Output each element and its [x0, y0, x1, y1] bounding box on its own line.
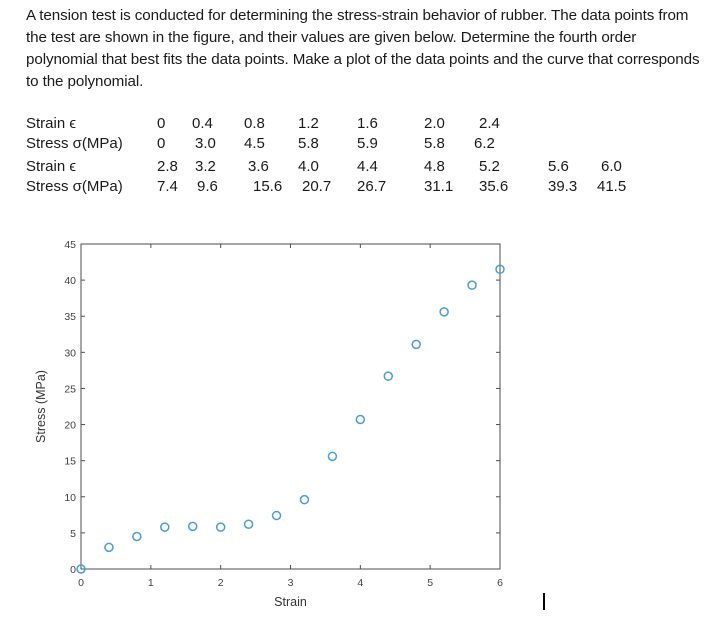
table-cell: 39.3: [548, 178, 578, 195]
y-tick-label: 25: [64, 383, 76, 395]
table-cell: 7.4: [157, 178, 178, 195]
table-cell: 5.6: [548, 158, 569, 175]
data-point-marker: [327, 451, 338, 462]
x-tick-label: 1: [148, 577, 154, 589]
plot-frame: [80, 243, 501, 570]
row-label: Stress σ(MPa): [26, 178, 123, 195]
y-tick-label: 5: [70, 528, 76, 540]
x-tick-label: 2: [218, 577, 224, 589]
y-tick-label: 35: [64, 311, 76, 323]
y-tick-label: 40: [64, 275, 76, 287]
data-point-marker: [187, 521, 198, 532]
y-tick-label: 45: [64, 239, 76, 251]
table-cell: 41.5: [597, 178, 627, 195]
table-cell: 2.0: [424, 115, 445, 132]
text-cursor: [543, 593, 545, 610]
table-cell: 1.6: [357, 115, 378, 132]
row-label: Strain ϵ: [26, 115, 76, 132]
data-point-marker: [495, 264, 505, 275]
x-axis-label: Strain: [274, 595, 307, 609]
table-cell: 5.8: [298, 135, 319, 152]
table-cell: 4.5: [244, 135, 265, 152]
data-point-marker: [299, 494, 310, 505]
table-cell: 15.6: [253, 178, 283, 195]
table-cell: 2.8: [157, 158, 178, 175]
y-tick-label: 15: [64, 456, 76, 468]
problem-statement: A tension test is conducted for determin…: [26, 7, 700, 90]
table-cell: 3.6: [248, 158, 269, 175]
data-point-marker: [439, 307, 449, 317]
x-tick-label: 3: [288, 577, 294, 589]
table-cell: 4.8: [424, 158, 445, 175]
table-cell: 0: [157, 115, 166, 132]
data-point-marker: [76, 564, 86, 574]
table-cell: 1.2: [298, 115, 319, 132]
x-tick-label: 0: [78, 577, 84, 589]
table-cell: 4.4: [357, 158, 378, 175]
table-cell: 2.4: [479, 115, 500, 132]
y-tick-label: 20: [64, 420, 76, 432]
row-label: Strain ϵ: [26, 158, 76, 175]
data-point-marker: [132, 531, 142, 542]
table-cell: 31.1: [424, 178, 454, 195]
table-cell: 3.0: [195, 135, 216, 152]
data-point-marker: [160, 522, 170, 532]
data-point-marker: [104, 542, 114, 553]
table-cell: 9.6: [197, 178, 218, 195]
table-cell: 0: [157, 135, 166, 152]
table-cell: 20.7: [302, 178, 332, 195]
x-tick-label: 5: [427, 577, 433, 589]
table-cell: 6.2: [474, 135, 495, 152]
table-cell: 5.8: [424, 135, 445, 152]
row-label: Stress σ(MPa): [26, 135, 123, 152]
table-cell: 26.7: [357, 178, 387, 195]
data-point-marker: [383, 371, 394, 381]
table-cell: 5.9: [357, 135, 378, 152]
x-tick-label: 6: [497, 577, 503, 589]
table-cell: 4.0: [298, 158, 319, 175]
table-cell: 0.4: [192, 115, 213, 132]
data-point-marker: [467, 280, 477, 290]
table-cell: 5.2: [479, 158, 500, 175]
data-point-marker: [411, 339, 421, 350]
table-cell: 0.8: [244, 115, 265, 132]
table-cell: 35.6: [479, 178, 509, 195]
data-point-marker: [271, 510, 282, 521]
y-axis-label: Stress (MPa): [34, 370, 48, 443]
y-tick-label: 10: [64, 492, 76, 504]
x-tick-label: 4: [357, 577, 363, 589]
data-point-marker: [215, 522, 226, 532]
data-point-marker: [355, 414, 366, 425]
table-cell: 3.2: [195, 158, 216, 175]
y-tick-label: 0: [70, 564, 76, 576]
y-tick-label: 30: [64, 347, 76, 359]
data-point-marker: [243, 519, 254, 529]
table-cell: 6.0: [601, 158, 622, 175]
